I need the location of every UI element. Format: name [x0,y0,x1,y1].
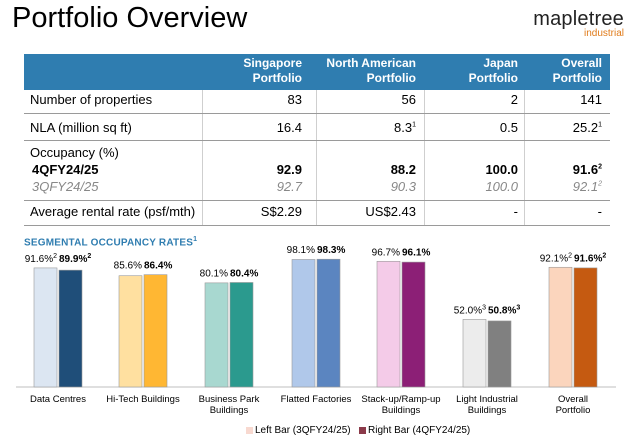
bar-4qfy [487,320,512,388]
data-label: 98.1% 98.3% [287,245,346,256]
legend-left: Left Bar (3QFY24/25) [246,425,351,436]
legend-label-right: Right Bar (4QFY24/25) [368,425,471,436]
col-header-overall: Overall Portfolio [552,56,602,85]
category-label: Overall [558,394,588,405]
category-label: Hi-Tech Buildings [106,394,180,405]
row-separator [24,140,610,141]
row-label: 4QFY24/25 [32,162,99,177]
cell-overall: 91.62 [572,162,602,177]
cell-japan: - [513,204,518,219]
bar-3qfy [291,259,316,388]
column-divider [202,90,203,226]
bar-3qfy [376,260,401,388]
bar-4qfy [229,282,254,388]
table-header: Singapore Portfolio North American Portfol… [24,54,610,90]
cell-north-american: 88.2 [390,162,416,177]
cell-overall: 92.12 [572,179,602,194]
cell-japan: 100.0 [485,162,518,177]
cell-japan: 2 [510,92,518,107]
cell-singapore: 92.9 [276,162,302,177]
row-label: Occupancy (%) [30,145,119,160]
category-label: Business Park [199,394,260,405]
bar-4qfy [401,261,426,388]
cell-overall: 25.21 [572,120,602,135]
cell-japan: 100.0 [485,179,518,194]
page-title: Portfolio Overview [12,2,248,34]
row-separator [24,113,610,114]
column-divider [316,90,317,226]
data-label: 52.0%3 50.8%3 [454,304,521,316]
cell-north-american: US$2.43 [365,204,416,219]
bar-4qfy [58,269,83,388]
legend-label-left: Left Bar (3QFY24/25) [255,425,351,436]
row-label: NLA (million sq ft) [30,120,132,135]
cell-north-american: 8.31 [394,120,416,135]
bar-4qfy [316,258,341,388]
data-label: 80.1% 80.4% [200,268,259,279]
bar-3qfy [118,275,143,388]
cell-overall: 141 [580,92,602,107]
cell-overall: - [597,204,602,219]
category-label: Buildings [382,405,421,416]
data-label: 92.1%2 91.6%2 [540,252,607,264]
category-label: Light Industrial [456,394,518,405]
category-label: Buildings [468,405,507,416]
column-divider [524,90,525,226]
bar-3qfy [462,319,487,388]
legend-swatch-right [359,426,366,434]
category-label: Flatted Factories [281,394,352,405]
row-label: Number of properties [30,92,153,107]
col-header-japan: Japan Portfolio [468,56,518,85]
company-logo: mapletree industrial [526,8,624,39]
cell-singapore: 92.7 [276,179,302,194]
cell-north-american: 56 [401,92,416,107]
legend-right: Right Bar (4QFY24/25) [359,425,470,436]
category-label: Data Centres [30,394,86,405]
col-header-north-american: North American Portfolio [326,56,416,85]
cell-singapore: 16.4 [276,120,302,135]
bar-3qfy [548,266,573,388]
data-label: 85.6% 86.4% [114,261,173,272]
logo-subtitle: industrial [583,28,624,39]
category-label: Stack-up/Ramp-up [361,394,440,405]
row-label: 3QFY24/25 [32,179,99,194]
row-label: Average rental rate (psf/mth) [30,204,196,219]
chart-title: SEGMENTAL OCCUPANCY RATES1 [24,236,198,249]
data-label: 91.6%2 89.9%2 [25,253,92,265]
cell-north-american: 90.3 [390,179,416,194]
row-separator [24,225,610,226]
bar-3qfy [33,267,58,388]
bar-4qfy [143,274,168,388]
category-label: Buildings [210,405,249,416]
cell-japan: 0.5 [499,120,518,135]
col-header-singapore: Singapore Portfolio [243,56,302,85]
category-label: Portfolio [556,405,591,416]
bar-4qfy [573,267,598,388]
data-label: 96.7% 96.1% [372,247,431,258]
cell-singapore: S$2.29 [260,204,302,219]
legend-swatch-left [246,426,253,434]
logo-brand: mapletree [533,8,624,30]
row-separator [24,200,610,201]
bar-3qfy [204,282,229,388]
column-divider [424,90,425,226]
cell-singapore: 83 [287,92,302,107]
portfolio-table: Singapore Portfolio North American Portfol… [24,54,610,226]
